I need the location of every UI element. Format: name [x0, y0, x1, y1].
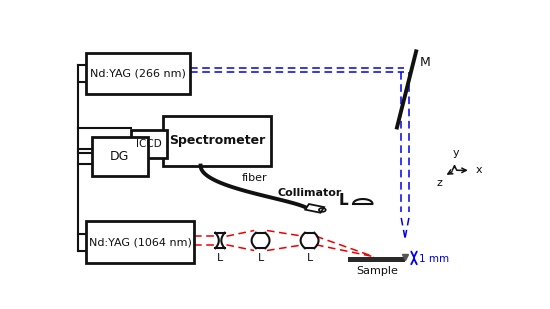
Text: M: M	[420, 56, 430, 69]
Text: L: L	[217, 253, 223, 264]
Bar	[130, 130, 167, 159]
Text: z: z	[437, 178, 443, 188]
Bar	[348, 257, 405, 262]
Text: L: L	[306, 253, 313, 264]
Text: Nd:YAG (1064 nm): Nd:YAG (1064 nm)	[89, 237, 191, 247]
Text: Collimator: Collimator	[277, 188, 342, 198]
Text: fiber: fiber	[241, 173, 267, 184]
Text: DG: DG	[110, 150, 130, 163]
Text: 1 mm: 1 mm	[419, 254, 449, 264]
Text: ICCD: ICCD	[136, 139, 162, 149]
Bar	[92, 137, 147, 176]
Text: L: L	[339, 193, 349, 208]
Text: Spectrometer: Spectrometer	[169, 134, 265, 147]
Polygon shape	[305, 204, 324, 213]
Text: L: L	[257, 253, 263, 264]
Bar	[163, 116, 271, 166]
Text: x: x	[476, 165, 482, 175]
Bar	[86, 53, 190, 94]
Text: Nd:YAG (266 nm): Nd:YAG (266 nm)	[90, 68, 186, 78]
Text: Sample: Sample	[356, 266, 398, 276]
Text: y: y	[453, 148, 459, 159]
Bar	[86, 222, 195, 263]
